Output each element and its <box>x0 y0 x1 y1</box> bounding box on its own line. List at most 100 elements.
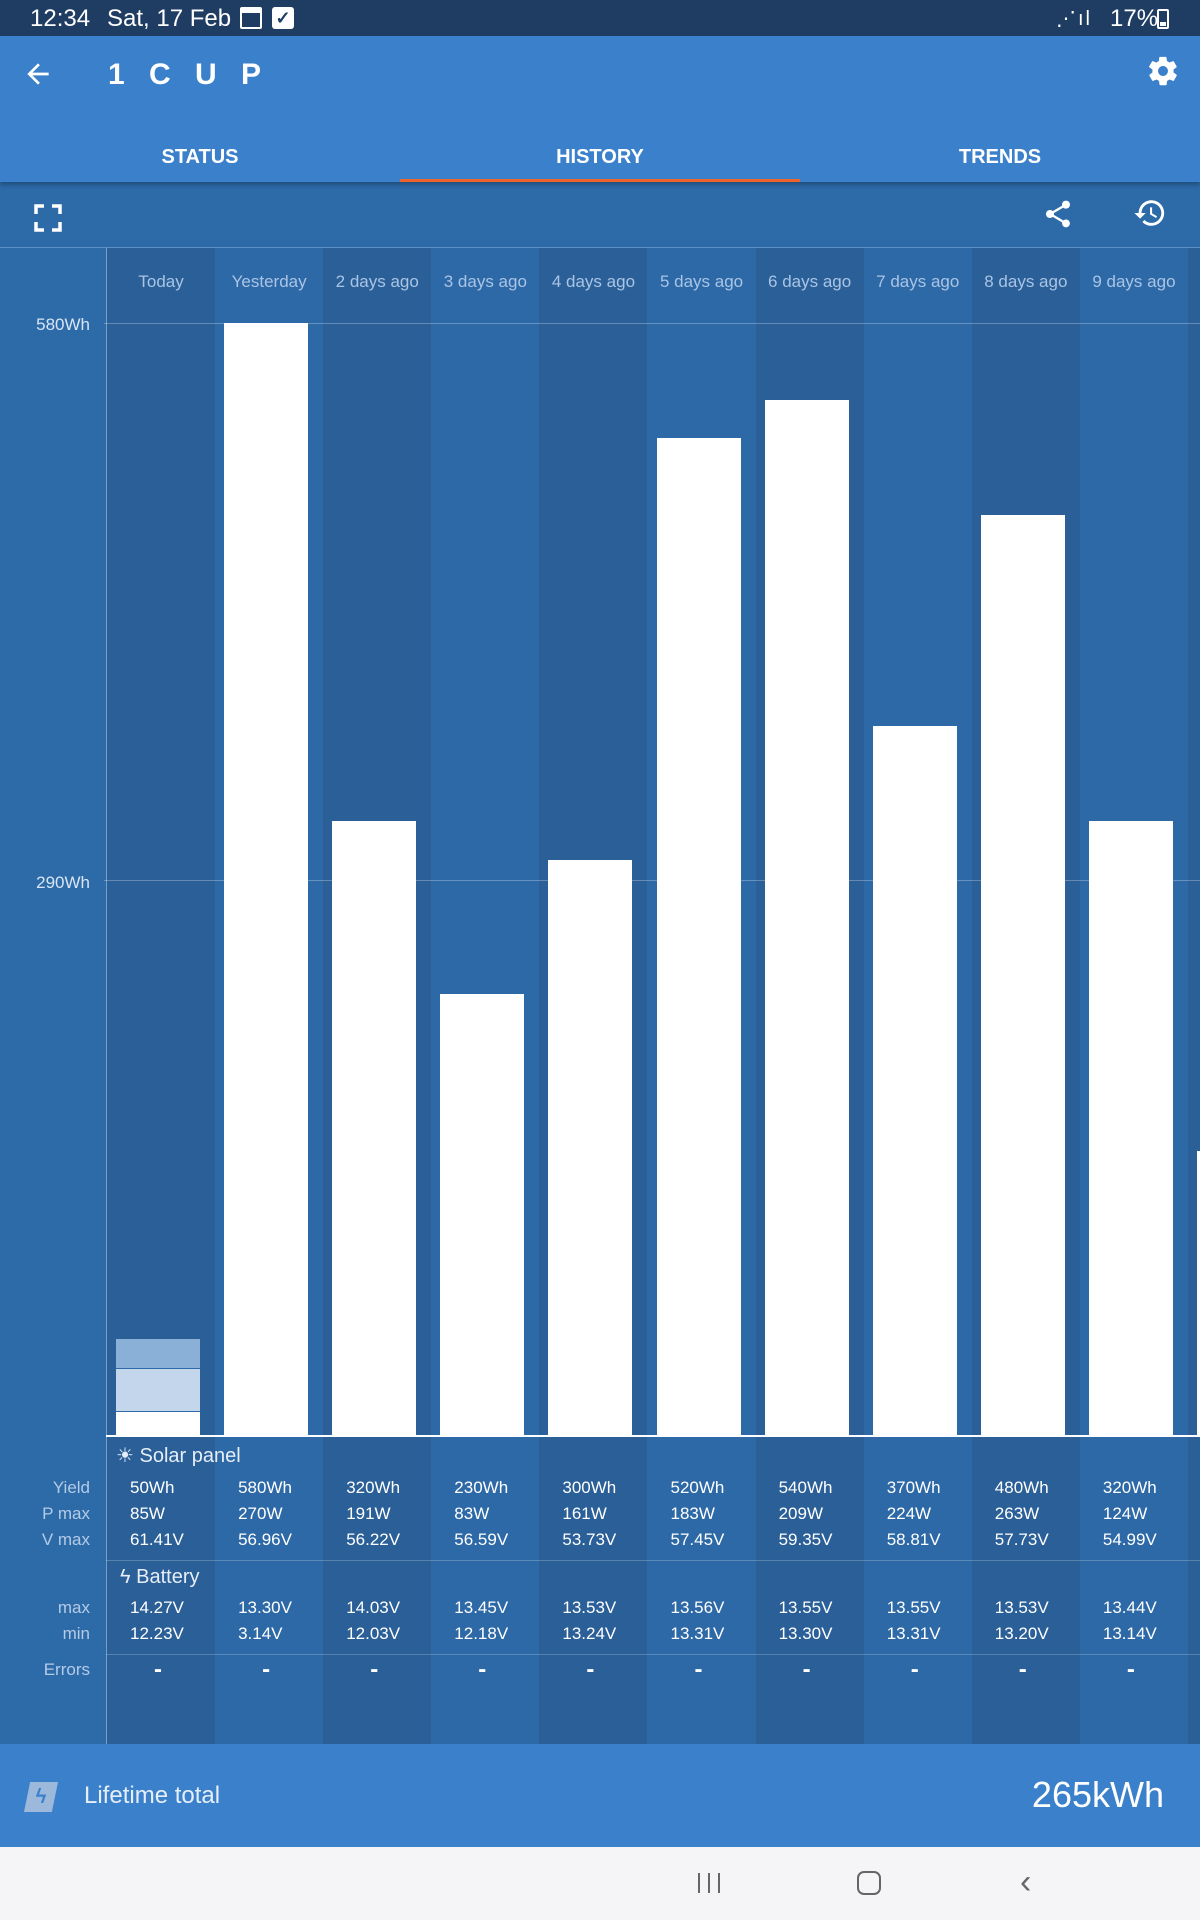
cell-yield: 580Wh <box>238 1478 292 1497</box>
bar[interactable] <box>440 994 525 1435</box>
tab-trends[interactable]: TRENDS <box>958 146 1042 168</box>
tab-history[interactable]: HISTORY <box>556 146 644 168</box>
bar[interactable] <box>872 725 957 1435</box>
cell-errors: - <box>802 1656 811 1683</box>
bar-offscreen-edge <box>1197 1151 1200 1435</box>
cell-errors: - <box>694 1656 703 1683</box>
cell-bmin: 13.20V <box>994 1624 1049 1643</box>
column-stripe <box>107 248 216 1744</box>
page-title: 1 C U P <box>108 58 270 91</box>
cell-pmax: 263W <box>994 1504 1040 1523</box>
cell-vmax: 54.99V <box>1102 1530 1157 1549</box>
system-nav-bar: ‹ <box>0 1847 1200 1920</box>
cell-bmin: 13.30V <box>778 1624 833 1643</box>
cell-bmax: 13.53V <box>994 1598 1049 1617</box>
cell-pmax: 83W <box>454 1504 490 1523</box>
cell-pmax: 85W <box>130 1504 165 1523</box>
bar[interactable] <box>1088 821 1173 1435</box>
sun-icon: ☀ <box>116 1445 134 1467</box>
x-tick-label: 4 days ago <box>551 272 636 291</box>
x-tick-label: 7 days ago <box>876 272 960 291</box>
wifi-signal-icon: ⋰ıl <box>1056 8 1092 30</box>
chart-baseline <box>106 1435 1200 1437</box>
cell-vmax: 57.73V <box>994 1530 1049 1549</box>
gear-icon[interactable] <box>1146 54 1180 96</box>
cell-vmax: 57.45V <box>670 1530 725 1549</box>
cell-bmin: 13.24V <box>562 1624 617 1643</box>
history-toolbar <box>0 182 1200 248</box>
x-tick-label: 8 days ago <box>984 272 1068 291</box>
gridline-mid <box>104 880 1200 881</box>
x-tick-label: 5 days ago <box>659 272 744 291</box>
cell-bmin: 12.18V <box>454 1624 509 1643</box>
history-chart: 580Wh 290Wh Today Yesterday 2 days ago 3 da… <box>0 248 1200 1744</box>
cell-bmin: 13.31V <box>670 1624 725 1643</box>
cell-errors: - <box>1126 1656 1135 1683</box>
section-divider <box>106 1654 1200 1655</box>
lifetime-total-bar: ϟ Lifetime total 265kWh <box>0 1744 1200 1847</box>
battery-percent: 17% <box>1110 5 1159 32</box>
x-tick-label: 3 days ago <box>443 272 527 291</box>
cell-yield: 50Wh <box>130 1478 175 1497</box>
row-label-battery-max: max <box>57 1598 90 1617</box>
cell-vmax: 56.96V <box>238 1530 292 1549</box>
bar[interactable] <box>548 859 633 1435</box>
x-tick-label: 2 days ago <box>335 272 419 291</box>
bar[interactable] <box>224 323 309 1435</box>
cell-bmax: 14.27V <box>130 1598 184 1617</box>
cell-vmax: 58.81V <box>886 1530 941 1549</box>
tab-status[interactable]: STATUS <box>161 146 239 168</box>
recent-apps-icon[interactable] <box>698 1871 722 1895</box>
cell-vmax: 59.35V <box>778 1530 833 1549</box>
cell-errors: - <box>370 1656 379 1683</box>
x-tick-label: 9 days ago <box>1092 272 1176 291</box>
cell-vmax: 56.59V <box>454 1530 509 1549</box>
share-icon[interactable] <box>1042 198 1076 232</box>
cell-bmax: 13.55V <box>778 1598 833 1617</box>
cell-yield: 320Wh <box>346 1478 401 1497</box>
cell-errors: - <box>154 1656 162 1683</box>
status-bar: 12:34 Sat, 17 Feb ✓ ⋰ıl 17% <box>0 0 1200 36</box>
bar[interactable] <box>332 821 417 1435</box>
bar-today-segment[interactable] <box>116 1411 200 1435</box>
cell-pmax: 224W <box>886 1504 932 1523</box>
cell-pmax: 270W <box>238 1504 283 1523</box>
battery-section-title: ϟ Battery <box>120 1566 200 1589</box>
cell-errors: - <box>262 1656 271 1683</box>
solar-panel-section-title: ☀ Solar panel <box>116 1443 241 1468</box>
cell-yield: 300Wh <box>562 1478 617 1497</box>
home-icon[interactable] <box>857 1871 881 1895</box>
row-label-battery-min: min <box>62 1624 90 1643</box>
cell-pmax: 161W <box>562 1504 607 1523</box>
bar[interactable] <box>656 438 741 1435</box>
app-bar: 1 C U P STATUS HISTORY TRENDS <box>0 36 1200 182</box>
cell-pmax: 183W <box>670 1504 715 1523</box>
fullscreen-icon[interactable] <box>34 204 62 232</box>
cell-yield: 520Wh <box>670 1478 725 1497</box>
cell-bmax: 13.56V <box>670 1598 725 1617</box>
section-divider <box>106 1560 1200 1561</box>
battery-label: Battery <box>136 1566 200 1588</box>
nav-back-icon[interactable]: ‹ <box>1020 1863 1032 1901</box>
active-tab-indicator <box>400 179 800 182</box>
status-time: 12:34 <box>30 5 91 32</box>
cell-bmax: 14.03V <box>346 1598 401 1617</box>
cell-bmin: 13.31V <box>886 1624 941 1643</box>
arrow-back-icon[interactable] <box>18 58 58 96</box>
calendar-icon <box>240 7 262 29</box>
row-label-errors: Errors <box>43 1660 90 1679</box>
bar[interactable] <box>764 399 849 1435</box>
row-label-pmax: P max <box>42 1504 90 1523</box>
cell-errors: - <box>1018 1656 1027 1683</box>
bar[interactable] <box>980 514 1065 1435</box>
cell-bmin: 12.03V <box>346 1624 401 1643</box>
restore-history-icon[interactable] <box>1133 196 1167 237</box>
cell-vmax: 53.73V <box>562 1530 617 1549</box>
cell-yield: 370Wh <box>886 1478 941 1497</box>
cell-vmax: 61.41V <box>130 1530 184 1549</box>
x-tick-label: 6 days ago <box>768 272 852 291</box>
cell-yield: 540Wh <box>778 1478 833 1497</box>
column-stripe <box>1188 248 1200 1744</box>
cell-bmin: 13.14V <box>1102 1624 1157 1643</box>
cell-pmax: 191W <box>346 1504 391 1523</box>
